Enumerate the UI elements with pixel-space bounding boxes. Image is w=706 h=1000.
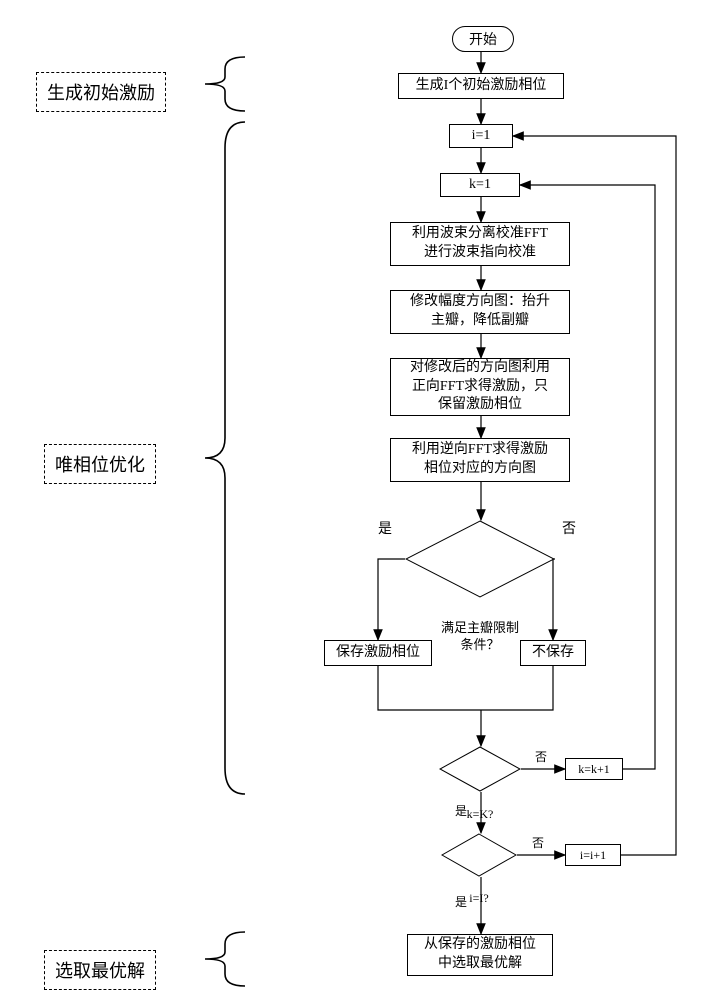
lbl-d1-yes: 是 — [378, 518, 392, 538]
lbl-d3-no: 否 — [532, 834, 544, 851]
lbl-d1-no: 否 — [562, 518, 576, 538]
lbl-d3-yes: 是 — [455, 893, 467, 910]
lbl-d2-no: 否 — [535, 748, 547, 765]
flow-edges — [0, 0, 706, 1000]
lbl-d2-yes: 是 — [455, 802, 467, 819]
